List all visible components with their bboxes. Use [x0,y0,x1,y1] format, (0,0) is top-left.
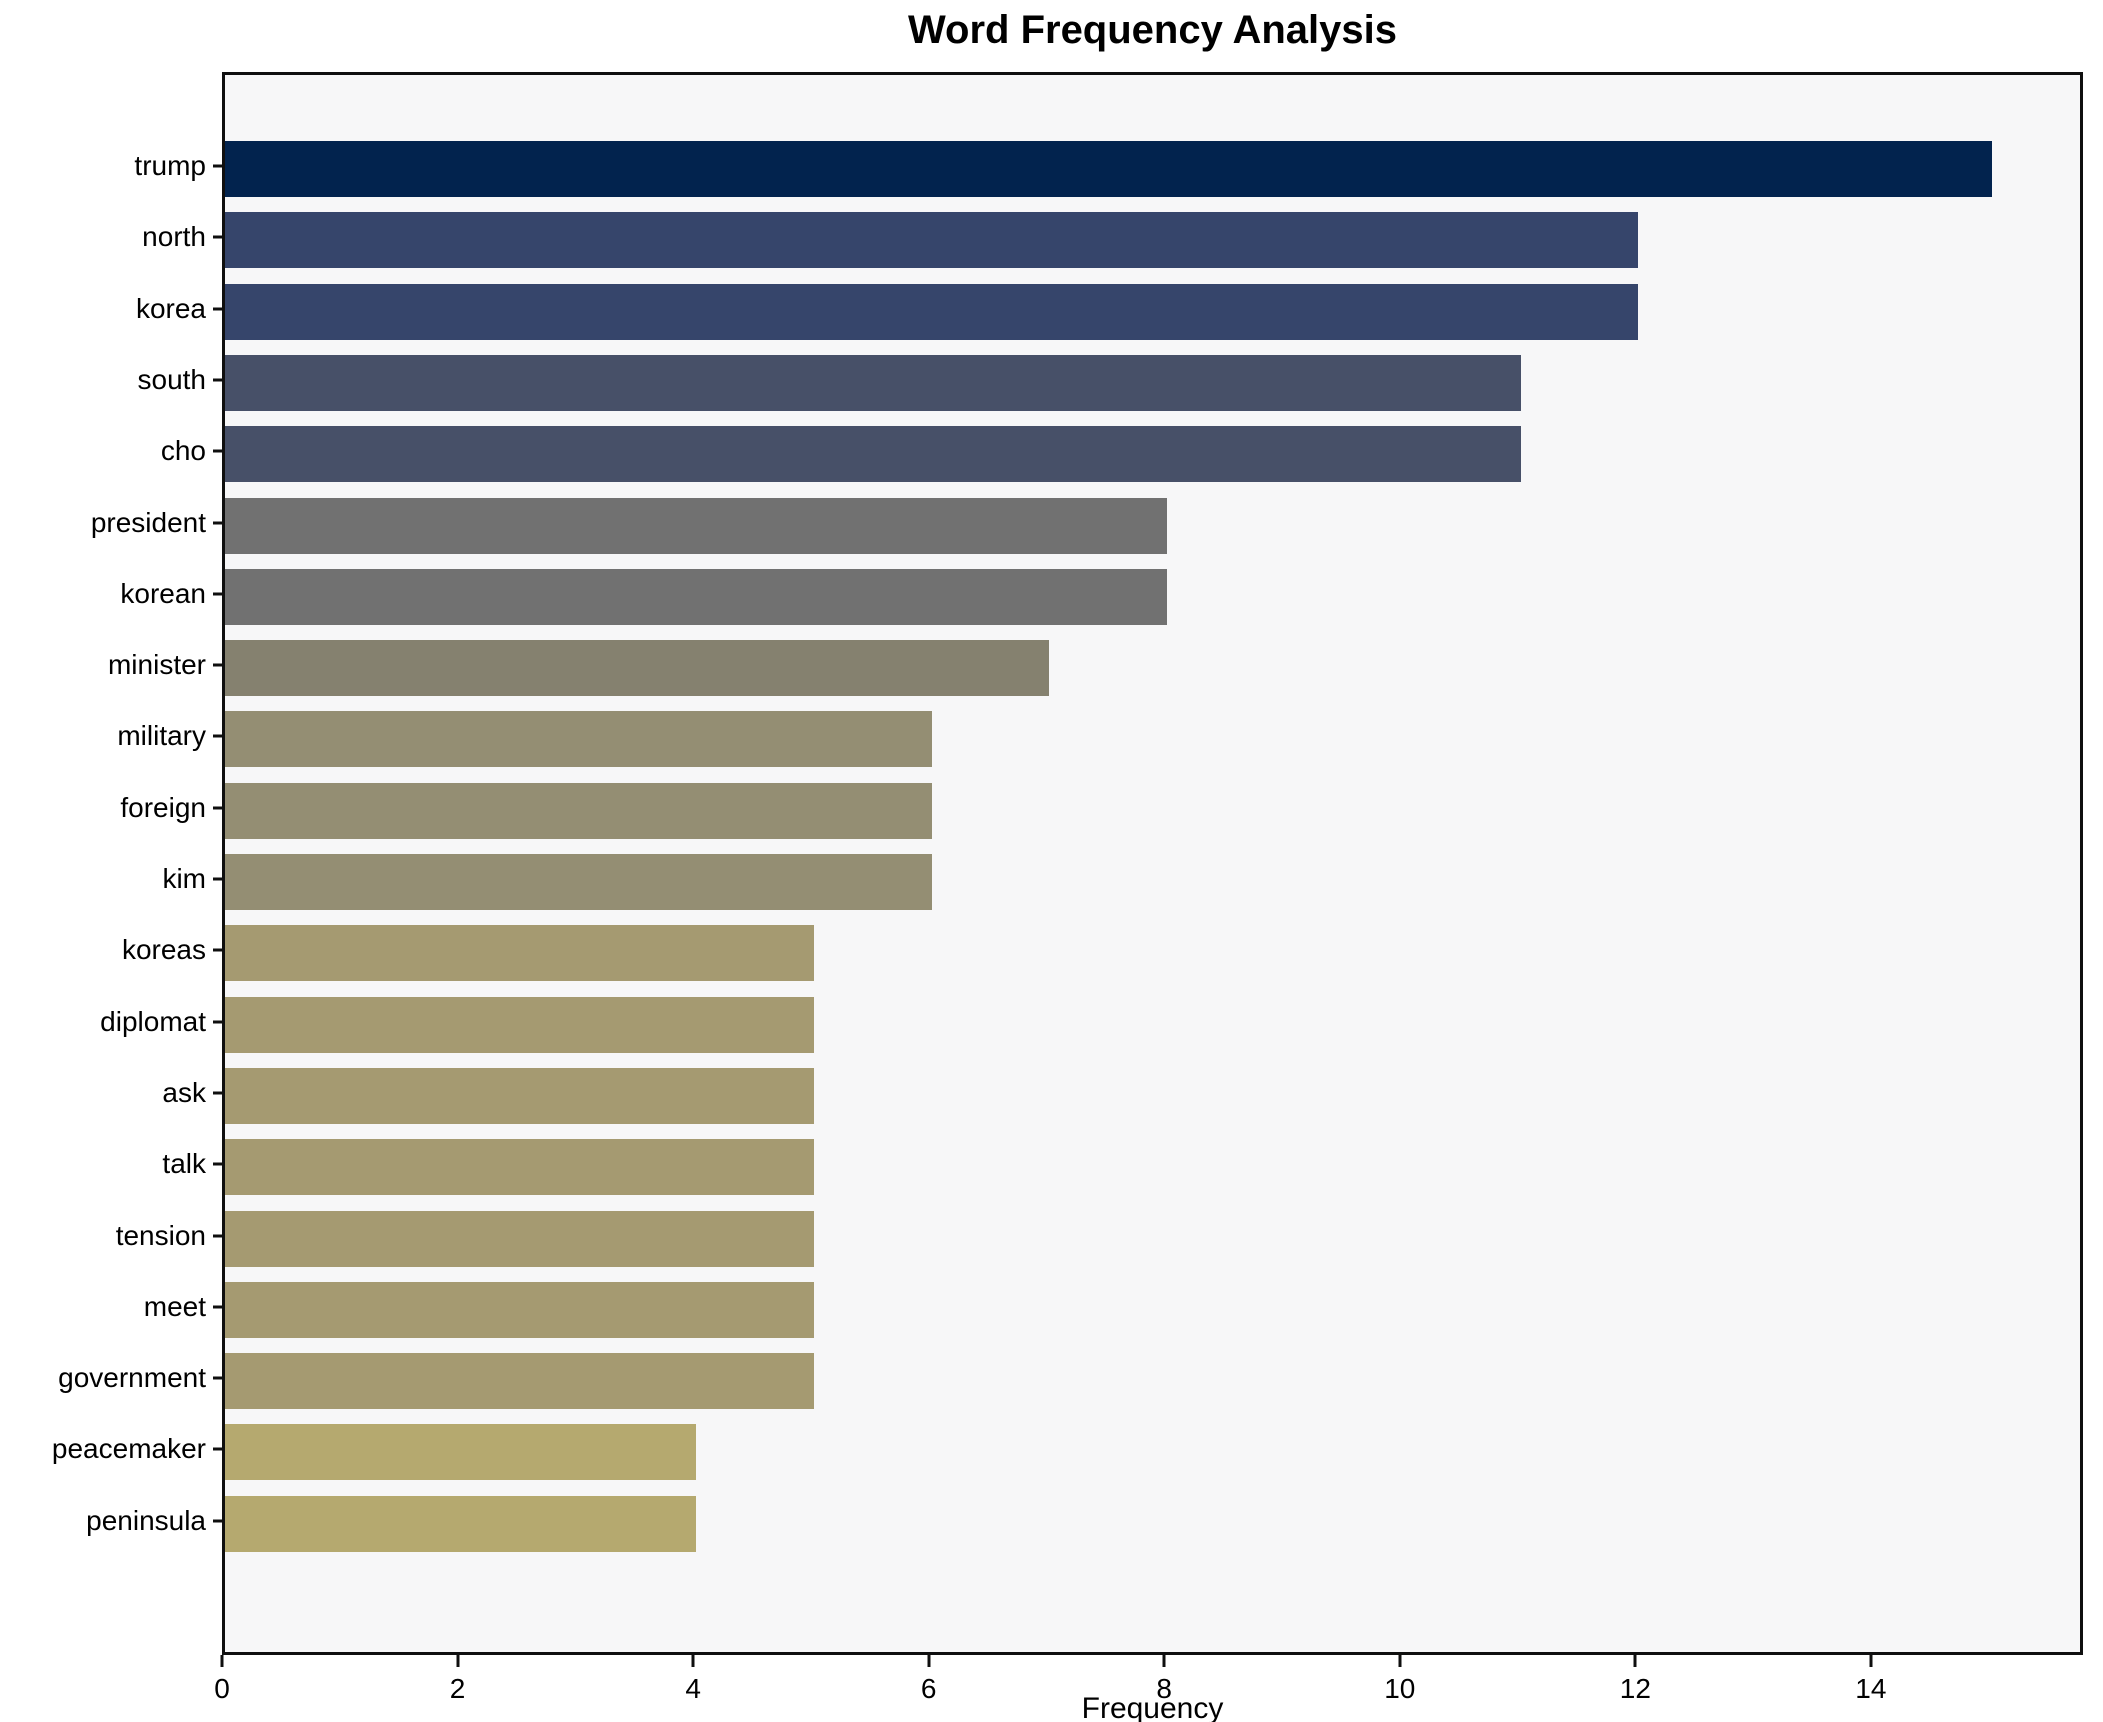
x-tickmark [927,1655,931,1667]
y-tickmark [213,1091,222,1095]
x-tick-label-8: 8 [1156,1673,1173,1704]
bar-korea [225,283,1639,340]
y-tickmark [213,1305,222,1309]
y-tickmark [213,1376,222,1380]
x-tickmark [1398,1655,1402,1667]
y-tick-label-meet: meet [143,1290,206,1322]
x-tick-label-10: 10 [1384,1673,1416,1704]
y-tick-label-koreas: koreas [121,934,206,966]
x-tick-label-12: 12 [1619,1673,1651,1704]
x-tick-label-14: 14 [1855,1673,1887,1704]
bar-ask [225,1067,814,1124]
chart-title: Word Frequency Analysis [907,8,1398,52]
x-axis-label: Frequency [1081,1692,1224,1722]
bar-minister [225,640,1050,697]
y-tick-label-trump: trump [134,150,206,181]
x-tickmark [1633,1655,1637,1667]
bar-meet [225,1281,814,1338]
x-tickmark [1869,1655,1873,1667]
y-tickmark [213,164,222,168]
bar-kim [225,854,932,910]
y-tick-label-foreign: foreign [120,791,206,823]
y-tickmark [213,235,222,239]
y-tickmark [213,521,222,524]
x-axis-ticks: 0 2 4 6 8 10 12 14 [214,1655,2083,1715]
bar-south [225,354,1521,411]
bar-peninsula [225,1495,697,1552]
bar-president [225,497,1168,554]
y-tickmark [213,948,222,952]
x-tick-label-0: 0 [214,1673,230,1704]
x-tickmark [456,1655,460,1667]
bar-north [225,212,1639,269]
bar-koreas [225,925,814,982]
bar-trump [225,141,1992,197]
y-tickmark [213,734,222,738]
y-tickmark [213,592,222,596]
y-tick-label-cho: cho [160,435,206,467]
y-tick-label-kim: kim [162,863,206,894]
bar-korean [225,568,1168,625]
y-tick-label-north: north [142,221,206,253]
y-tickmark [213,663,222,667]
y-tick-label-diplomat: diplomat [100,1005,206,1037]
y-tickmark [213,378,222,382]
bar-foreign [225,782,932,839]
y-tick-label-minister: minister [107,649,206,681]
y-tickmark [213,1519,222,1523]
y-tickmark [213,877,222,881]
y-tickmark [213,307,222,311]
y-tick-label-talk: talk [162,1148,206,1180]
y-tick-label-south: south [137,363,207,395]
y-tickmark [213,1162,222,1166]
y-tick-label-military: military [117,720,206,752]
y-tick-label-peacemaker: peacemaker [51,1433,206,1465]
x-tick-label-4: 4 [685,1673,701,1704]
y-tick-label-korea: korea [135,292,206,324]
x-tickmark [220,1655,224,1667]
x-tickmark [1162,1655,1166,1667]
y-tick-label-peninsula: peninsula [86,1504,206,1536]
y-tickmark [213,806,222,810]
y-tickmark [213,1447,222,1451]
bar-peacemaker [225,1424,697,1481]
y-axis-labels: trump north korea south cho president korean mi… [0,72,206,1655]
y-tick-label-ask: ask [162,1076,206,1108]
bar-government [225,1353,814,1410]
y-axis-tickmarks [213,72,222,1655]
bar-diplomat [225,996,814,1053]
y-tickmark [213,449,222,453]
x-tick-label-6: 6 [920,1673,937,1704]
x-tickmark [691,1655,695,1667]
y-tick-label-government: government [58,1362,206,1394]
x-tick-label-2: 2 [449,1673,466,1704]
y-tick-label-korean: korean [120,577,206,609]
bar-talk [225,1139,814,1196]
y-tickmark [213,1234,222,1237]
bar-tension [225,1210,814,1267]
y-tick-label-president: president [90,506,206,538]
y-tickmark [213,1020,222,1024]
bar-military [225,711,932,768]
plot-area [222,72,2083,1655]
y-tick-label-tension: tension [115,1219,206,1251]
bar-cho [225,426,1521,483]
